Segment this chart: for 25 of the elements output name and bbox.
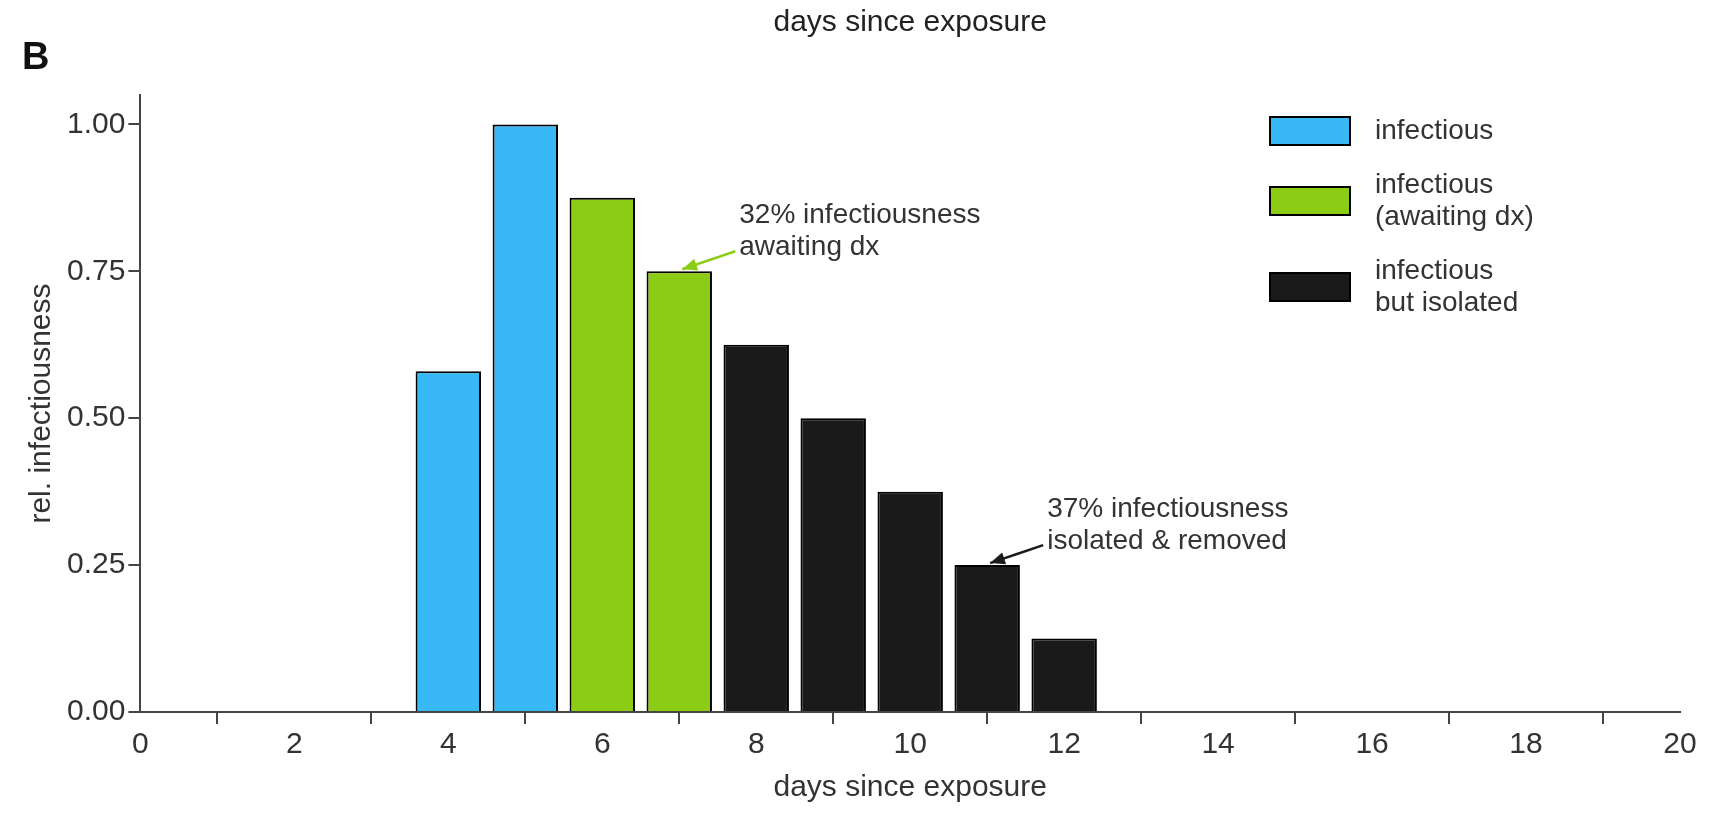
x-tick-label: 20 <box>1663 726 1697 760</box>
x-tick-label: 14 <box>1201 726 1235 760</box>
x-tick-label: 10 <box>893 726 927 760</box>
x-tick-label: 2 <box>286 726 303 760</box>
x-tick-label: 8 <box>747 726 765 760</box>
x-tick-label: 16 <box>1355 726 1389 760</box>
y-axis-title: rel. infectiousness <box>23 283 57 524</box>
legend-label: infectious (awaiting dx) <box>1375 167 1534 231</box>
x-tick-label: 18 <box>1509 726 1543 760</box>
legend-label: infectious <box>1375 113 1494 145</box>
y-tick-label: 0.50 <box>67 399 126 433</box>
chart-title: days since exposure <box>773 4 1047 38</box>
annotation: 32% infectiousness awaiting dx <box>739 198 981 261</box>
y-tick-label: 0.25 <box>67 546 126 580</box>
x-axis-title: days since exposure <box>773 769 1047 803</box>
text: B <box>22 35 50 78</box>
annotation: 37% infectiousness isolated & removed <box>1047 491 1289 555</box>
y-tick-label: 1.00 <box>67 105 126 139</box>
x-tick-label: 0 <box>132 726 149 760</box>
x-tick-label: 12 <box>1047 726 1081 760</box>
legend-label: infectious but isolated <box>1375 253 1519 317</box>
y-tick-label: 0.75 <box>67 252 126 286</box>
x-tick-label: 4 <box>439 726 457 760</box>
x-tick-label: 6 <box>593 726 611 760</box>
y-tick-label: 0.00 <box>67 693 126 727</box>
